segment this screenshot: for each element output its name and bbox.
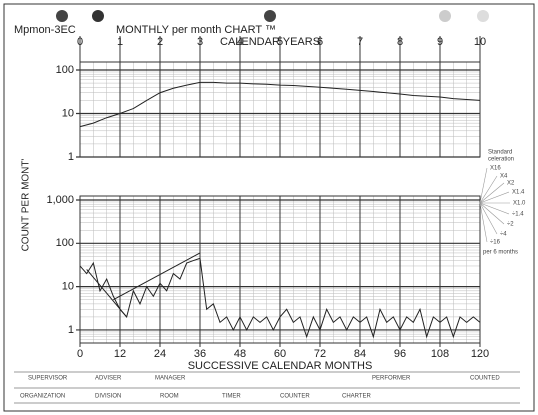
sheet-border bbox=[3, 3, 535, 412]
form-field-label: ADVISER bbox=[95, 376, 122, 382]
form-field-label: ORGANIZATION bbox=[20, 394, 65, 400]
fan-label: ÷1.4 bbox=[512, 212, 524, 218]
y-label: COUNT PER MONT' bbox=[21, 158, 32, 251]
fan-line bbox=[479, 167, 488, 204]
fan-line bbox=[479, 175, 498, 204]
fan-note: per 6 months bbox=[483, 250, 518, 256]
punch-hole bbox=[477, 10, 489, 22]
form-field-label: SUPERVISOR bbox=[28, 376, 68, 382]
y-tick-label: 100 bbox=[56, 237, 74, 249]
form-field-label: PERFORMER bbox=[372, 376, 411, 382]
form-field-label: ROOM bbox=[160, 394, 179, 400]
y-tick-label: 10 bbox=[62, 107, 74, 119]
x-tick-label: 24 bbox=[154, 348, 166, 360]
x2-tick-label: 2 bbox=[157, 36, 163, 48]
x2-tick-label: 4 bbox=[237, 36, 243, 48]
fan-label: X4 bbox=[500, 174, 508, 180]
fan-line bbox=[479, 202, 510, 215]
plot-frame bbox=[79, 195, 481, 344]
y-tick-label: 10 bbox=[62, 281, 74, 293]
punch-hole bbox=[56, 10, 68, 22]
chart-title: MONTHLY per month CHART ™ bbox=[116, 24, 276, 36]
x2-tick-label: 10 bbox=[474, 36, 486, 48]
x-tick-label: 36 bbox=[194, 348, 206, 360]
plot-frame bbox=[79, 61, 481, 158]
fan-label: ÷2 bbox=[507, 222, 514, 228]
y-tick-label: 1 bbox=[68, 324, 74, 336]
y-tick-label: 1,000 bbox=[46, 194, 74, 206]
x2-tick-label: 0 bbox=[77, 36, 83, 48]
x-tick-label: 108 bbox=[431, 348, 449, 360]
data-line bbox=[86, 269, 128, 318]
fan-label: ÷16 bbox=[490, 240, 501, 246]
fan-line bbox=[479, 202, 505, 225]
fan-line bbox=[479, 182, 505, 204]
fan-label: X1.4 bbox=[512, 190, 525, 196]
x-tick-label: 120 bbox=[471, 348, 489, 360]
fan-line bbox=[479, 202, 498, 235]
x-tick-label: 12 bbox=[114, 348, 126, 360]
fan-line bbox=[479, 202, 488, 243]
x-tick-label: 60 bbox=[274, 348, 286, 360]
fan-label: ÷4 bbox=[500, 232, 507, 238]
x-tick-label: 84 bbox=[354, 348, 366, 360]
x2-label: CALENDAR YEARS bbox=[220, 36, 320, 48]
form-field-label: CHARTER bbox=[342, 394, 372, 400]
punch-hole bbox=[439, 10, 451, 22]
form-code: Mpmon-3EC bbox=[14, 24, 76, 36]
y-tick-label: 100 bbox=[56, 64, 74, 76]
x2-tick-label: 9 bbox=[437, 36, 443, 48]
form-field-label: COUNTED bbox=[470, 376, 500, 382]
data-line bbox=[113, 252, 201, 301]
data-line bbox=[79, 257, 481, 339]
x-tick-label: 48 bbox=[234, 348, 246, 360]
x-label: SUCCESSIVE CALENDAR MONTHS bbox=[188, 360, 373, 372]
fan-label: X16 bbox=[490, 166, 501, 172]
form-field-label: TIMER bbox=[222, 394, 241, 400]
x2-tick-label: 3 bbox=[197, 36, 203, 48]
x-tick-label: 72 bbox=[314, 348, 326, 360]
x-tick-label: 96 bbox=[394, 348, 406, 360]
fan-line bbox=[479, 191, 510, 204]
x-tick-label: 0 bbox=[77, 348, 83, 360]
form-field-label: DIVISION bbox=[95, 394, 121, 400]
punch-hole bbox=[264, 10, 276, 22]
x2-tick-label: 8 bbox=[397, 36, 403, 48]
form-field-label: MANAGER bbox=[155, 376, 186, 382]
form-field-label: COUNTER bbox=[280, 394, 310, 400]
x2-tick-label: 5 bbox=[277, 36, 283, 48]
fan-label: X2 bbox=[507, 181, 515, 187]
punch-hole bbox=[92, 10, 104, 22]
fan-title: celeration bbox=[488, 157, 514, 163]
fan-label: X1.0 bbox=[513, 201, 526, 207]
y-tick-label: 1 bbox=[68, 151, 74, 163]
x2-tick-label: 6 bbox=[317, 36, 323, 48]
fan-title: Standard bbox=[488, 150, 512, 156]
x2-tick-label: 7 bbox=[357, 36, 363, 48]
x2-tick-label: 1 bbox=[117, 36, 123, 48]
data-line bbox=[79, 81, 481, 128]
